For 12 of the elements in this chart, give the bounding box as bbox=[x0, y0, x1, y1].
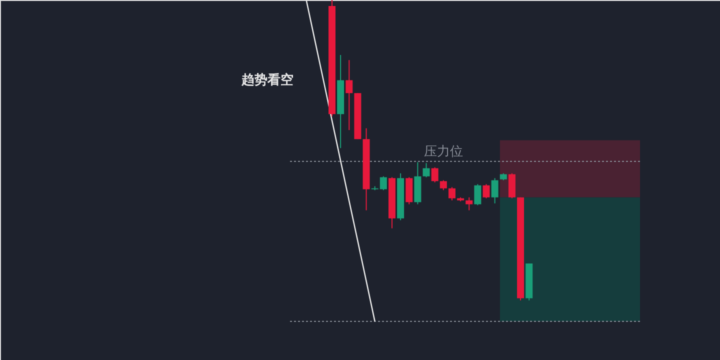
candlestick bbox=[466, 196, 473, 211]
candlestick bbox=[422, 162, 430, 178]
candlestick bbox=[474, 184, 482, 206]
candlestick bbox=[508, 172, 516, 199]
candlestick bbox=[440, 180, 447, 191]
candlestick bbox=[431, 166, 438, 183]
candlestick bbox=[482, 184, 490, 199]
candlestick bbox=[491, 178, 498, 204]
ref-line-label: 压力位 bbox=[424, 144, 463, 160]
text: 趋势看空 bbox=[240, 72, 294, 88]
candlestick bbox=[346, 60, 353, 131]
candlestick bbox=[448, 186, 456, 201]
